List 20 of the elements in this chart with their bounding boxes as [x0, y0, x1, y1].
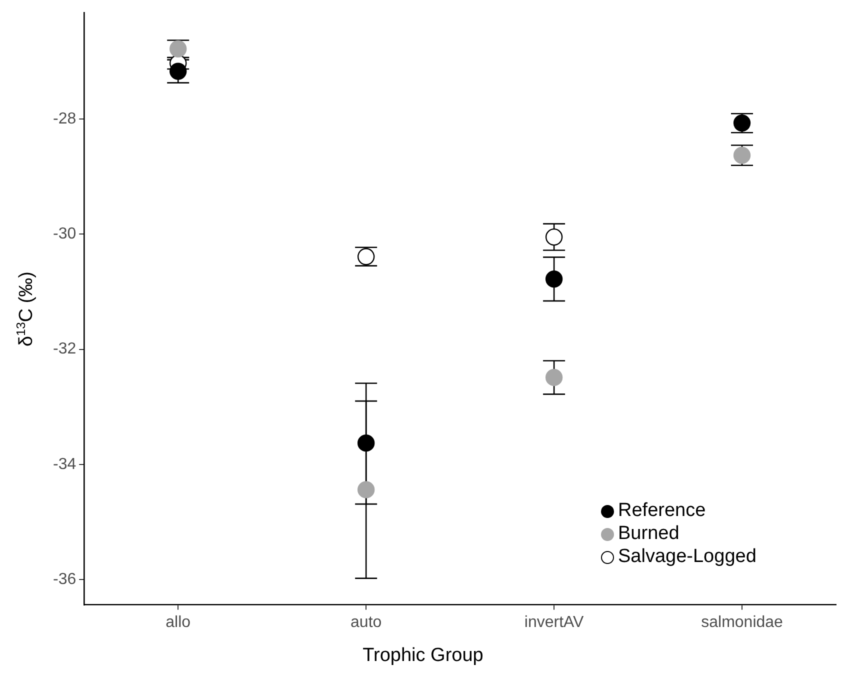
legend-label: Reference: [618, 500, 706, 522]
point: [170, 62, 187, 80]
legend-label: Burned: [618, 523, 680, 546]
point: [545, 270, 563, 288]
x-tick-label: salmonidae: [701, 614, 784, 631]
y-tick-label: -28: [53, 110, 76, 128]
y-tick-label: -34: [53, 456, 76, 473]
point: [357, 481, 375, 498]
point: [170, 40, 187, 58]
x-axis-title: Trophic Group: [362, 645, 484, 667]
y-tick-label: -32: [53, 340, 76, 358]
legend-label: Salvage-Logged: [618, 546, 756, 568]
point: [357, 434, 375, 452]
point: [545, 368, 563, 386]
y-tick-label: -36: [53, 570, 76, 588]
point: [545, 228, 563, 246]
x-tick-label: invertAV: [524, 614, 584, 631]
y-tick-label: -30: [53, 226, 76, 243]
x-tick-label: allo: [166, 614, 191, 631]
x-tick-label: auto: [350, 614, 382, 631]
